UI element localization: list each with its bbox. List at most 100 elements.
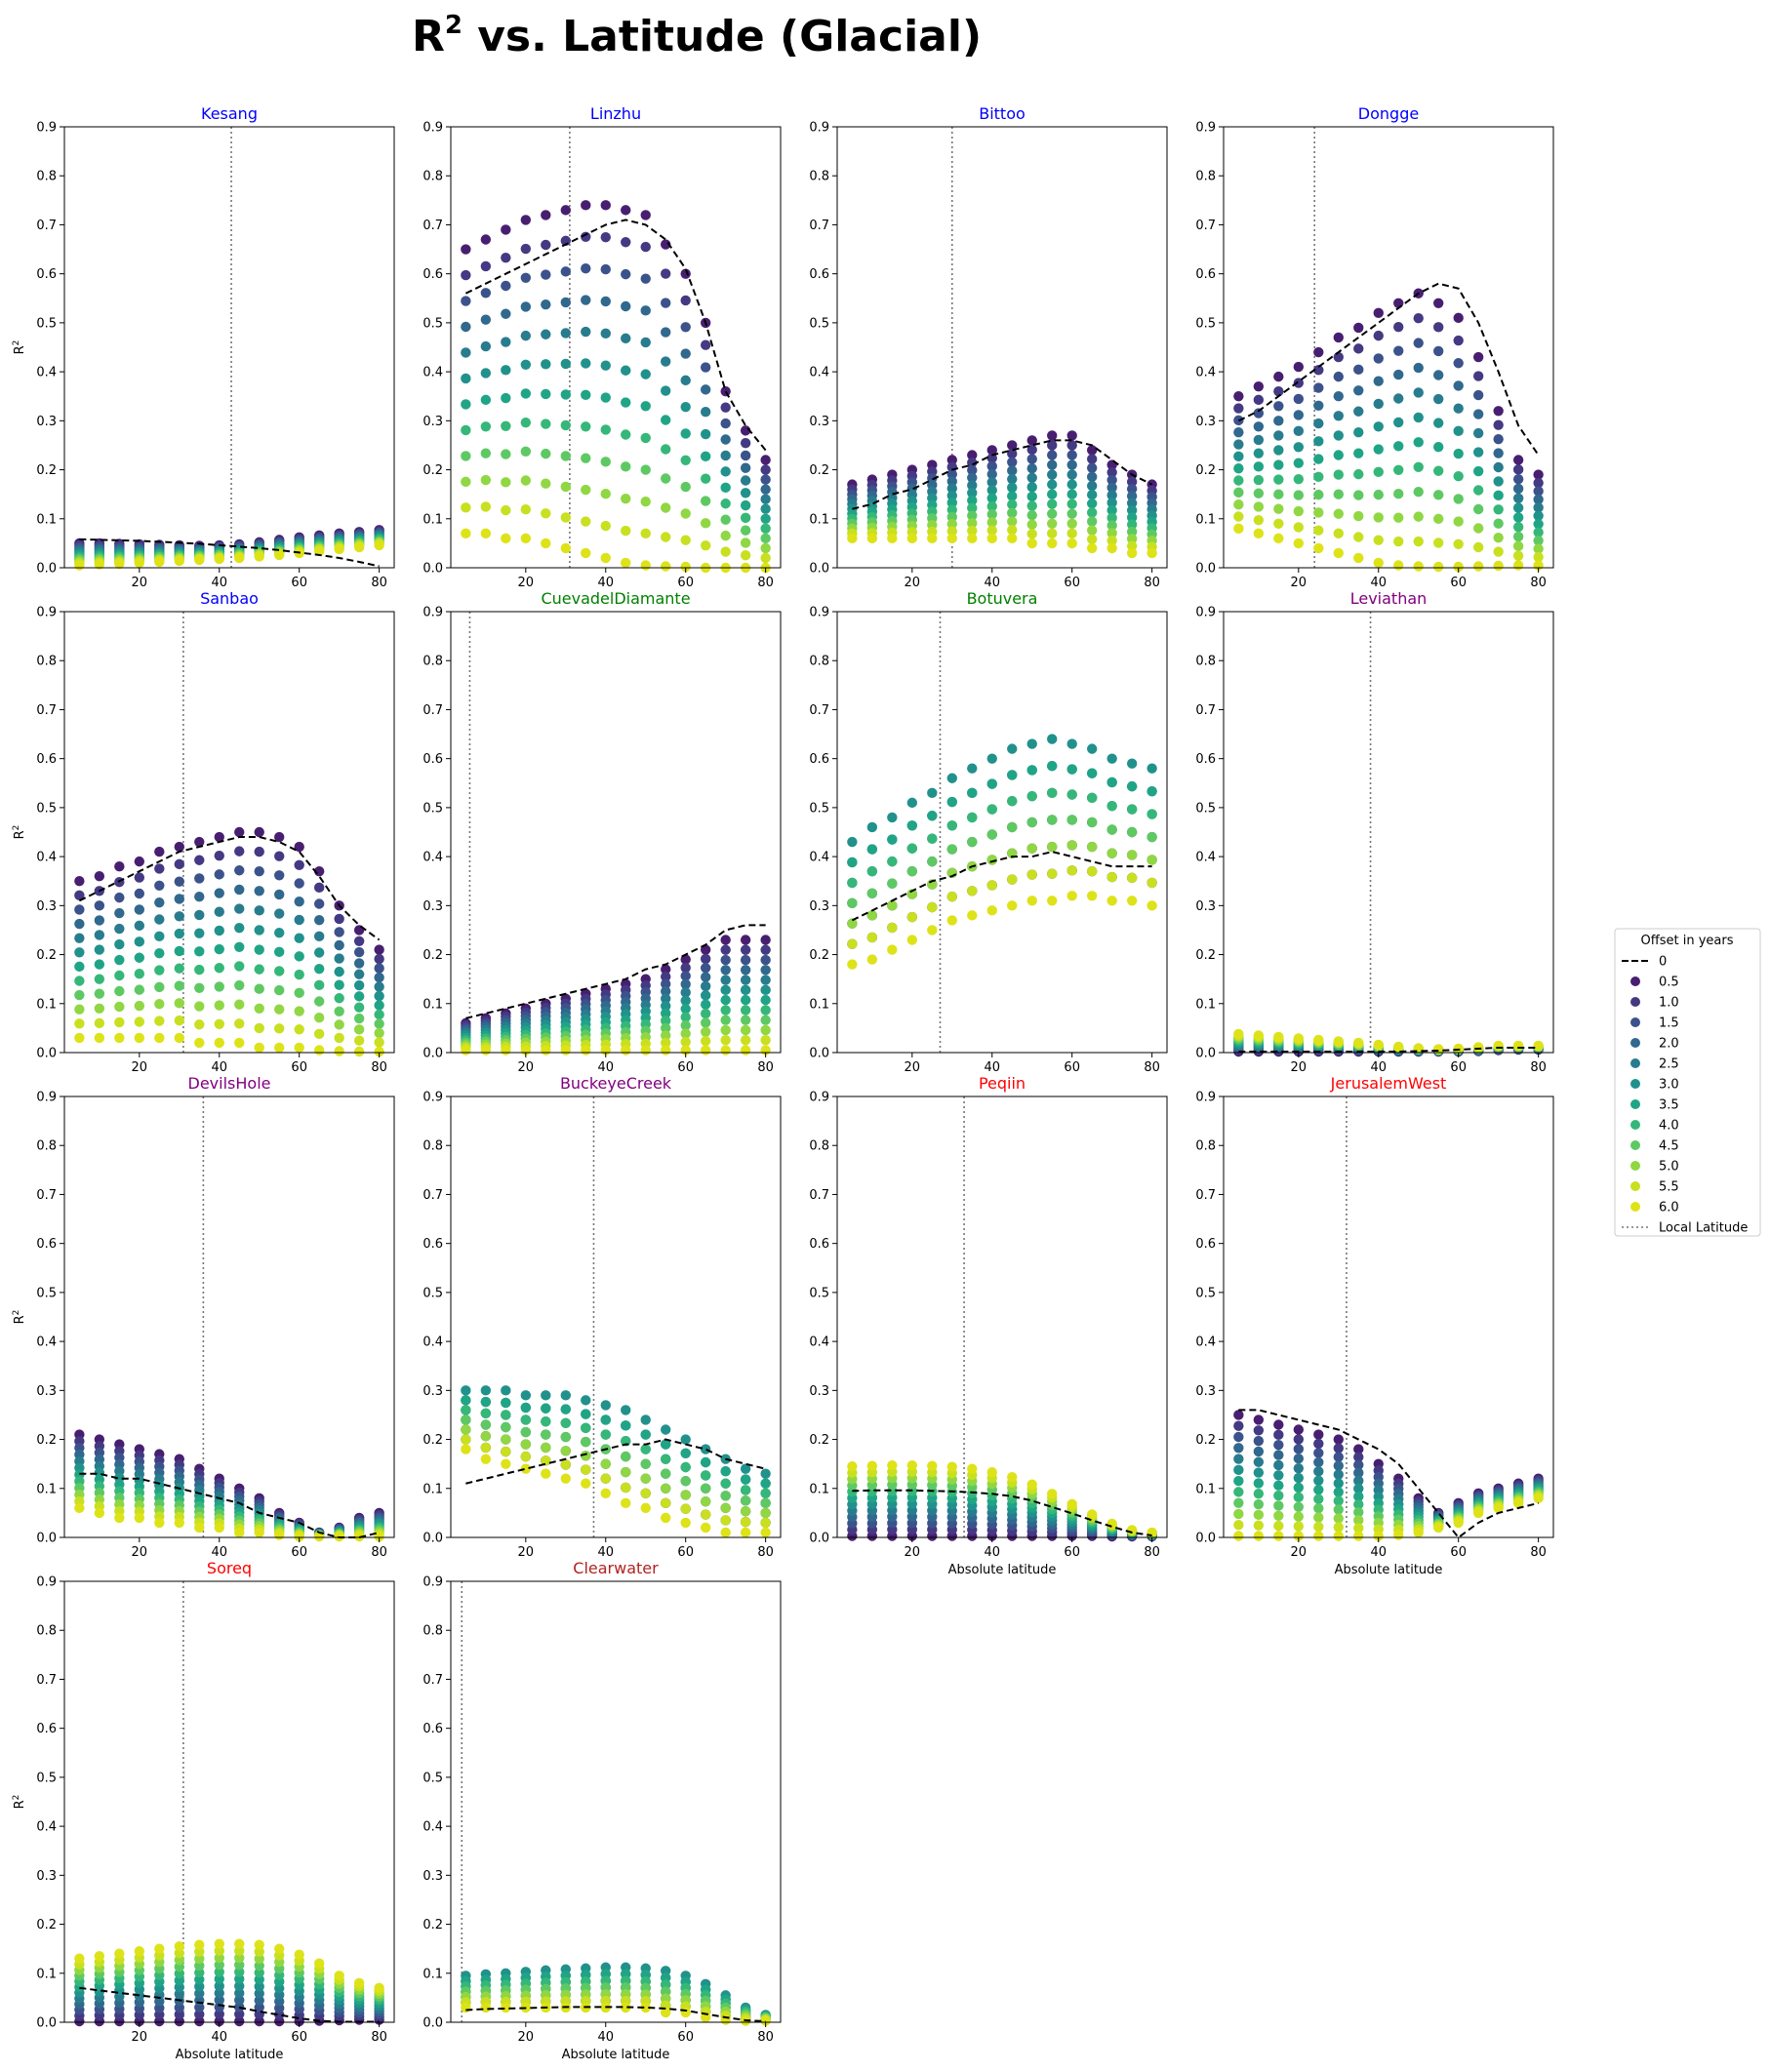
point-offset-6.0	[887, 1459, 898, 1471]
point-offset-2.5	[541, 329, 551, 339]
point-offset-0.5	[1353, 322, 1364, 334]
y-tick-label: 0.1	[809, 997, 829, 1012]
point-offset-4.0	[1233, 475, 1244, 486]
point-offset-1.5	[720, 954, 731, 966]
point-offset-6.0	[986, 533, 997, 544]
point-offset-3.0	[1333, 430, 1344, 441]
point-offset-6.0	[967, 910, 978, 921]
point-offset-1.5	[114, 892, 125, 903]
point-offset-1.0	[720, 402, 731, 413]
point-offset-3.0	[1313, 436, 1324, 447]
x-tick-label: 40	[211, 576, 227, 590]
legend-label: 0	[1659, 955, 1667, 970]
point-offset-3.5	[661, 1972, 671, 1983]
legend-label: 5.0	[1659, 1160, 1679, 1175]
point-offset-4.5	[700, 1017, 711, 1028]
point-offset-3.5	[760, 994, 771, 1006]
point-offset-0.5	[461, 244, 471, 255]
point-offset-6.0	[927, 1460, 938, 1471]
legend-entry: Local Latitude	[1622, 1221, 1748, 1236]
y-tick-label: 0.4	[36, 366, 57, 380]
point-offset-5.5	[1493, 546, 1504, 557]
plot-area	[64, 1096, 394, 1537]
y-tick-label: 0.2	[809, 1433, 829, 1448]
point-offset-2.0	[1293, 410, 1305, 420]
point-offset-5.5	[661, 532, 671, 542]
point-offset-3.5	[1353, 1491, 1364, 1502]
y-tick-label: 0.4	[809, 1335, 829, 1350]
point-offset-4.5	[313, 996, 325, 1007]
legend-label: 1.5	[1659, 1016, 1679, 1031]
point-offset-5.5	[621, 525, 631, 537]
point-offset-1.0	[313, 882, 325, 894]
point-offset-4.5	[680, 481, 691, 493]
point-offset-4.0	[1512, 522, 1524, 533]
point-offset-0.5	[967, 450, 978, 460]
point-offset-2.5	[1086, 480, 1098, 492]
y-tick-label: 0.9	[809, 606, 829, 620]
plot-area	[837, 612, 1167, 1053]
point-offset-6.0	[847, 533, 858, 544]
point-offset-1.0	[760, 944, 771, 955]
point-offset-5.5	[720, 546, 731, 557]
axes-frame	[836, 611, 1168, 1054]
y-tick-label: 0.0	[36, 562, 57, 577]
plot-area	[451, 127, 781, 568]
point-offset-3.0	[114, 938, 125, 950]
legend-entry: 4.5	[1630, 1139, 1679, 1154]
point-offset-1.0	[234, 2009, 245, 2019]
line-offset-0	[465, 1438, 766, 1485]
y-tick-label: 0.0	[809, 1047, 829, 1061]
point-offset-4.5	[967, 510, 978, 521]
point-offset-5.5	[1533, 551, 1544, 563]
point-offset-4.5	[1293, 1501, 1305, 1512]
point-offset-2.5	[334, 953, 344, 964]
point-offset-6.0	[374, 1046, 384, 1057]
point-offset-2.0	[1007, 465, 1018, 476]
point-offset-2.0	[334, 939, 344, 951]
y-tick-label: 0.3	[809, 415, 829, 429]
point-offset-2.5	[214, 1987, 224, 1999]
point-offset-6.0	[946, 915, 957, 926]
point-offset-3.0	[986, 753, 997, 764]
point-offset-6.0	[581, 547, 591, 559]
point-offset-6.0	[154, 1032, 165, 1044]
point-offset-5.0	[1333, 508, 1344, 519]
point-offset-6.0	[1472, 1042, 1484, 1053]
point-offset-6.0	[661, 2007, 671, 2018]
point-offset-3.0	[274, 927, 285, 938]
point-offset-0.5	[1333, 1434, 1344, 1445]
point-offset-2.5	[234, 903, 245, 914]
y-tick-label: 0.2	[36, 1918, 57, 1933]
point-offset-1.0	[1233, 1420, 1244, 1431]
point-offset-4.5	[214, 981, 224, 992]
point-offset-5.0	[986, 517, 997, 528]
point-offset-5.5	[1146, 877, 1157, 889]
point-offset-1.5	[480, 288, 492, 299]
point-offset-2.0	[760, 965, 771, 976]
point-offset-1.0	[720, 944, 731, 955]
y-tick-label: 0.2	[422, 1918, 443, 1933]
y-tick-label: 0.2	[809, 948, 829, 963]
legend-entry: 0.5	[1630, 976, 1679, 990]
point-offset-2.0	[1273, 1450, 1284, 1460]
point-offset-2.0	[680, 348, 691, 359]
axes-frame	[1223, 126, 1554, 569]
point-offset-5.5	[1253, 1520, 1265, 1531]
point-offset-4.0	[294, 969, 304, 980]
y-tick-label: 0.5	[422, 801, 443, 816]
point-offset-5.5	[94, 1017, 105, 1029]
scatter-points	[74, 826, 384, 1057]
point-offset-6.0	[887, 944, 898, 955]
y-tick-label: 0.5	[809, 316, 829, 331]
point-offset-5.0	[480, 474, 492, 486]
point-offset-4.0	[1233, 1487, 1244, 1497]
point-offset-3.0	[1253, 1467, 1265, 1478]
point-offset-3.0	[541, 1390, 551, 1401]
y-tick-label: 0.0	[1195, 562, 1216, 577]
point-offset-3.5	[254, 944, 264, 955]
point-offset-2.5	[1472, 427, 1484, 439]
point-offset-0.5	[740, 935, 751, 945]
point-offset-2.5	[680, 375, 691, 386]
